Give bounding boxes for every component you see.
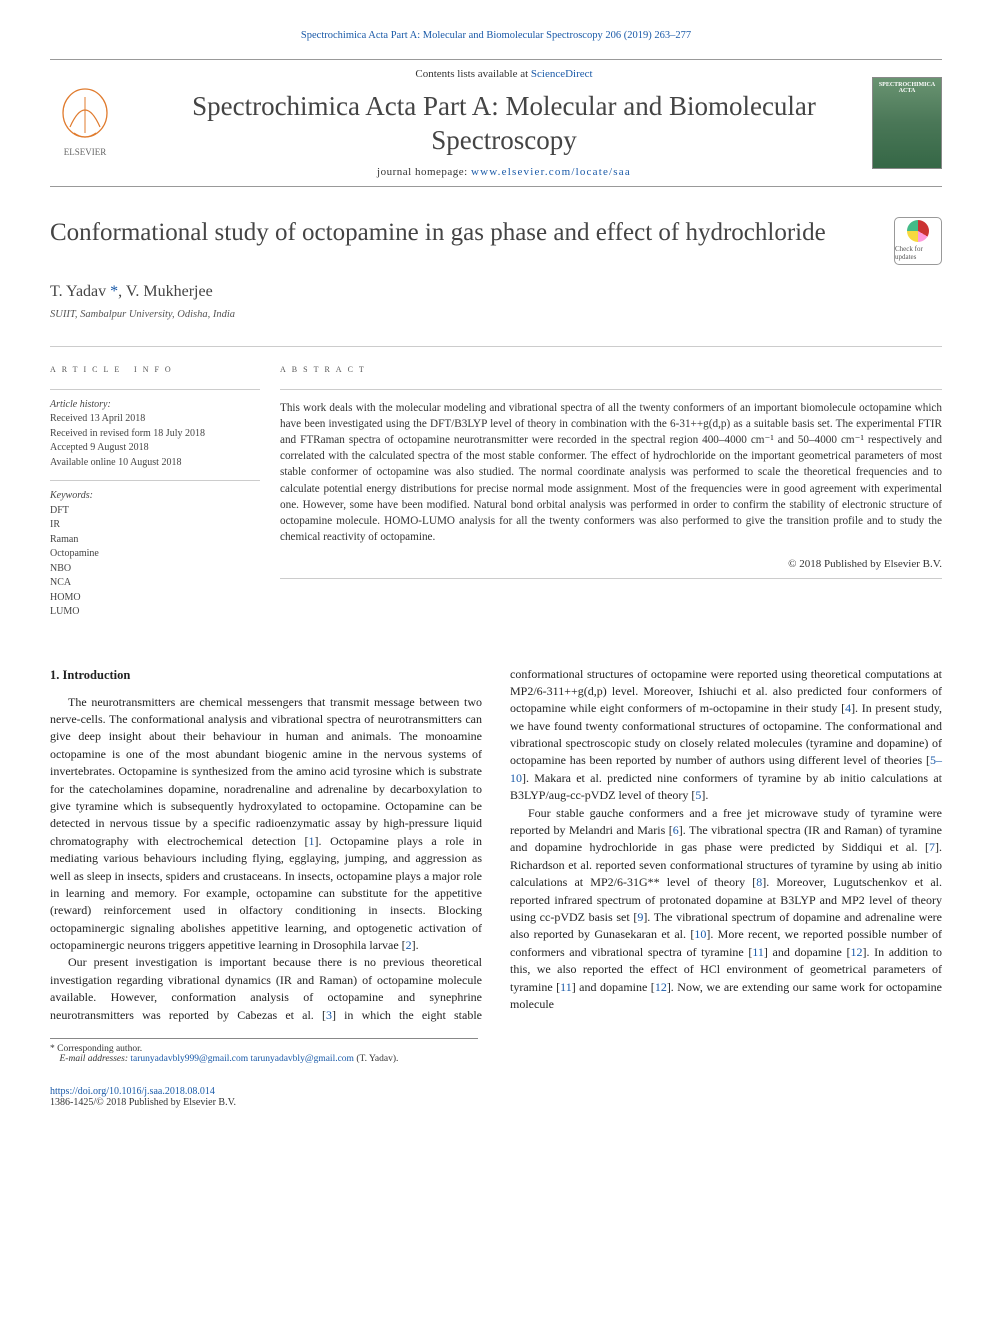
rule [50,480,260,481]
journal-homepage-link[interactable]: www.elsevier.com/locate/saa [471,166,631,178]
history-item: Available online 10 August 2018 [50,456,260,471]
footer-left: https://doi.org/10.1016/j.saa.2018.08.01… [50,1086,236,1108]
article-history-block: Article history: Received 13 April 2018 … [50,398,260,471]
masthead: ELSEVIER Contents lists available at Sci… [50,59,942,187]
email-footnote: E-mail addresses: tarunyadavbly999@gmail… [50,1054,478,1064]
abstract-heading: abstract [280,363,942,375]
email-label: E-mail addresses: [60,1054,129,1064]
citation-link[interactable]: 12 [850,945,862,959]
corresponding-author-symbol[interactable]: * [110,283,118,300]
crossmark-badge[interactable]: Check for updates [894,217,942,265]
keyword: DFT [50,504,260,519]
email-suffix: (T. Yadav). [356,1054,398,1064]
running-header: Spectrochimica Acta Part A: Molecular an… [50,30,942,41]
body-text: ]. [701,788,708,802]
history-item: Accepted 9 August 2018 [50,441,260,456]
citation-link[interactable]: 10 [694,927,706,941]
elsevier-logo: ELSEVIER [50,85,120,160]
article-info-column: article info Article history: Received 1… [50,363,280,630]
section-number: 1. [50,668,59,682]
body-text: ]. Octopamine plays a role in mediating … [50,834,482,952]
article-title: Conformational study of octopamine in ga… [50,217,894,250]
crossmark-label: Check for updates [895,245,941,261]
body-text: ]. [412,938,419,952]
article-info-heading: article info [50,363,260,375]
section-heading: 1. Introduction [50,666,482,684]
citation-link[interactable]: 12 [655,980,667,994]
sciencedirect-link[interactable]: ScienceDirect [531,68,593,80]
body-paragraph: Four stable gauche conformers and a free… [510,805,942,1014]
crossmark-icon [907,220,929,242]
author-name: T. Yadav [50,283,110,300]
contents-prefix: Contents lists available at [415,68,530,80]
running-header-link[interactable]: Spectrochimica Acta Part A: Molecular an… [301,30,691,41]
corresponding-author-footnote: * Corresponding author. [50,1044,478,1054]
author-name: , V. Mukherjee [118,283,213,300]
issn-copyright: 1386-1425/© 2018 Published by Elsevier B… [50,1097,236,1108]
svg-text:ELSEVIER: ELSEVIER [64,147,107,157]
body-columns: 1. Introduction The neurotransmitters ar… [50,666,942,1025]
authors-line: T. Yadav *, V. Mukherjee [50,283,942,301]
citation-link[interactable]: 11 [560,980,572,994]
journal-cover-thumbnail: SPECTROCHIMICA ACTA [872,77,942,169]
history-item: Received in revised form 18 July 2018 [50,427,260,442]
footnote-block: * Corresponding author. E-mail addresses… [50,1038,478,1064]
keyword: Octopamine [50,547,260,562]
title-row: Conformational study of octopamine in ga… [50,217,942,265]
keywords-block: Keywords: DFT IR Raman Octopamine NBO NC… [50,489,260,620]
masthead-center: Contents lists available at ScienceDirec… [136,68,872,178]
keyword: NCA [50,576,260,591]
keyword: HOMO [50,591,260,606]
rule [280,578,942,579]
homepage-line: journal homepage: www.elsevier.com/locat… [136,166,872,178]
email-link[interactable]: tarunyadavbly@gmail.com [250,1054,353,1064]
history-label: Article history: [50,398,260,413]
body-paragraph: The neurotransmitters are chemical messe… [50,694,482,955]
section-title: Introduction [63,668,131,682]
rule [280,389,942,390]
page-footer: https://doi.org/10.1016/j.saa.2018.08.01… [50,1086,942,1108]
keyword: IR [50,518,260,533]
body-text: The neurotransmitters are chemical messe… [50,695,482,848]
abstract-copyright: © 2018 Published by Elsevier B.V. [280,558,942,570]
journal-title: Spectrochimica Acta Part A: Molecular an… [136,90,872,158]
history-item: Received 13 April 2018 [50,412,260,427]
contents-available-line: Contents lists available at ScienceDirec… [136,68,872,80]
info-abstract-row: article info Article history: Received 1… [50,346,942,630]
keyword: NBO [50,562,260,577]
doi-link[interactable]: https://doi.org/10.1016/j.saa.2018.08.01… [50,1086,215,1097]
keyword: Raman [50,533,260,548]
body-text: ] and dopamine [ [572,980,655,994]
citation-link[interactable]: 11 [752,945,764,959]
abstract-column: abstract This work deals with the molecu… [280,363,942,630]
body-text: ]. Makara et al. predicted nine conforme… [510,771,942,802]
rule [50,389,260,390]
body-text: ] and dopamine [ [764,945,851,959]
abstract-text: This work deals with the molecular model… [280,400,942,546]
page-container: Spectrochimica Acta Part A: Molecular an… [0,0,992,1148]
homepage-prefix: journal homepage: [377,166,471,178]
cover-label: SPECTROCHIMICA ACTA [873,82,941,94]
email-link[interactable]: tarunyadavbly999@gmail.com [130,1054,248,1064]
affiliation: SUIIT, Sambalpur University, Odisha, Ind… [50,309,942,320]
keyword: LUMO [50,605,260,620]
keywords-label: Keywords: [50,489,260,504]
